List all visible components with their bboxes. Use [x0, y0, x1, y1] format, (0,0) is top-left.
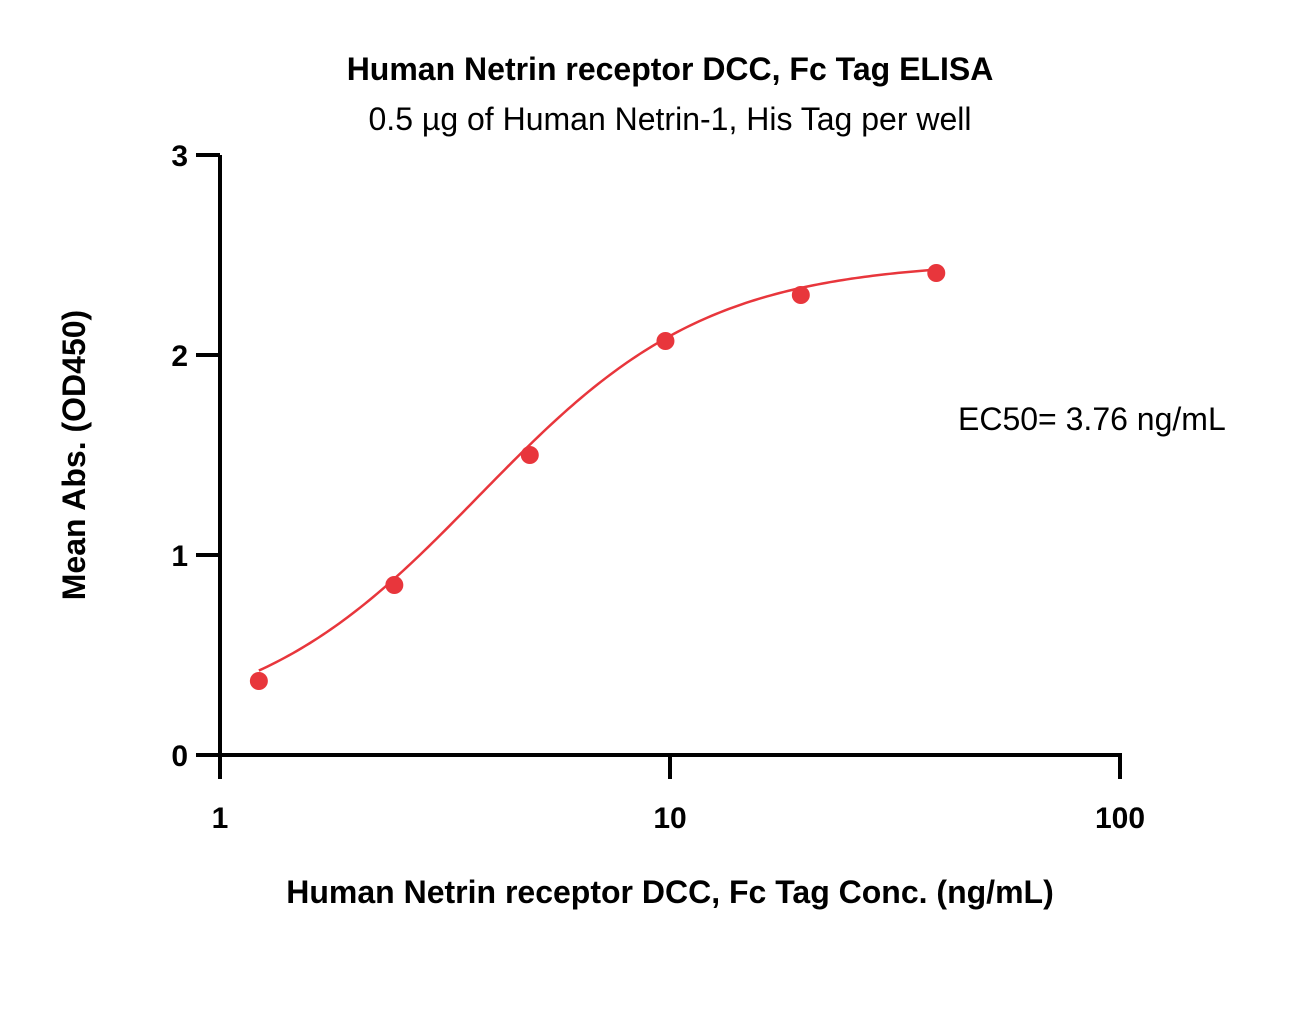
ec50-annotation: EC50= 3.76 ng/mL — [958, 401, 1226, 437]
data-point — [385, 576, 404, 594]
data-point — [927, 264, 946, 282]
y-axis-label: Mean Abs. (OD450) — [56, 310, 92, 600]
x-tick-label: 10 — [653, 802, 686, 835]
fit-curve — [258, 268, 937, 672]
y-tick-label: 0 — [171, 740, 188, 773]
y-tick-label: 2 — [171, 340, 188, 373]
x-tick-label: 1 — [212, 802, 229, 835]
data-point — [520, 446, 539, 464]
data-point — [791, 286, 810, 304]
data-point — [656, 332, 675, 350]
y-tick-label: 3 — [171, 140, 188, 173]
y-axis-ticks: 0 1 2 3 — [171, 140, 220, 773]
y-tick-label: 1 — [171, 540, 188, 573]
plot-area — [249, 264, 946, 690]
x-axis-label: Human Netrin receptor DCC, Fc Tag Conc. … — [286, 874, 1053, 910]
x-tick-label: 100 — [1095, 802, 1145, 835]
data-point — [249, 672, 268, 690]
chart-title: Human Netrin receptor DCC, Fc Tag ELISA — [347, 51, 994, 87]
x-axis-ticks: 1 10 100 — [212, 755, 1145, 835]
chart-subtitle: 0.5 µg of Human Netrin-1, His Tag per we… — [369, 101, 972, 137]
